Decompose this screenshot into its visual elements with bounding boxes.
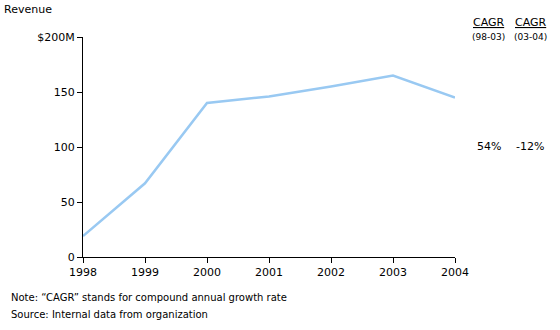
svg-text:1998: 1998 (69, 266, 97, 279)
svg-text:100: 100 (54, 141, 75, 154)
svg-text:1999: 1999 (131, 266, 159, 279)
svg-text:50: 50 (61, 196, 75, 209)
svg-text:2000: 2000 (193, 266, 221, 279)
svg-text:Source: Internal data from org: Source: Internal data from organization (11, 309, 208, 320)
svg-text:0: 0 (68, 251, 75, 264)
svg-text:CAGR(03-04): CAGR(03-04) (514, 16, 547, 42)
svg-text:2003: 2003 (379, 266, 407, 279)
svg-text:Note: “CAGR” stands for compou: Note: “CAGR” stands for compound annual … (11, 292, 287, 303)
svg-text:2001: 2001 (255, 266, 283, 279)
svg-text:CAGR(98-03): CAGR(98-03) (472, 16, 505, 42)
svg-text:$200M: $200M (37, 31, 75, 44)
svg-text:Revenue: Revenue (4, 3, 52, 16)
svg-text:-12%: -12% (516, 140, 544, 153)
svg-text:150: 150 (54, 86, 75, 99)
svg-text:2002: 2002 (317, 266, 345, 279)
svg-text:54%: 54% (477, 140, 501, 153)
svg-text:2004: 2004 (441, 266, 469, 279)
